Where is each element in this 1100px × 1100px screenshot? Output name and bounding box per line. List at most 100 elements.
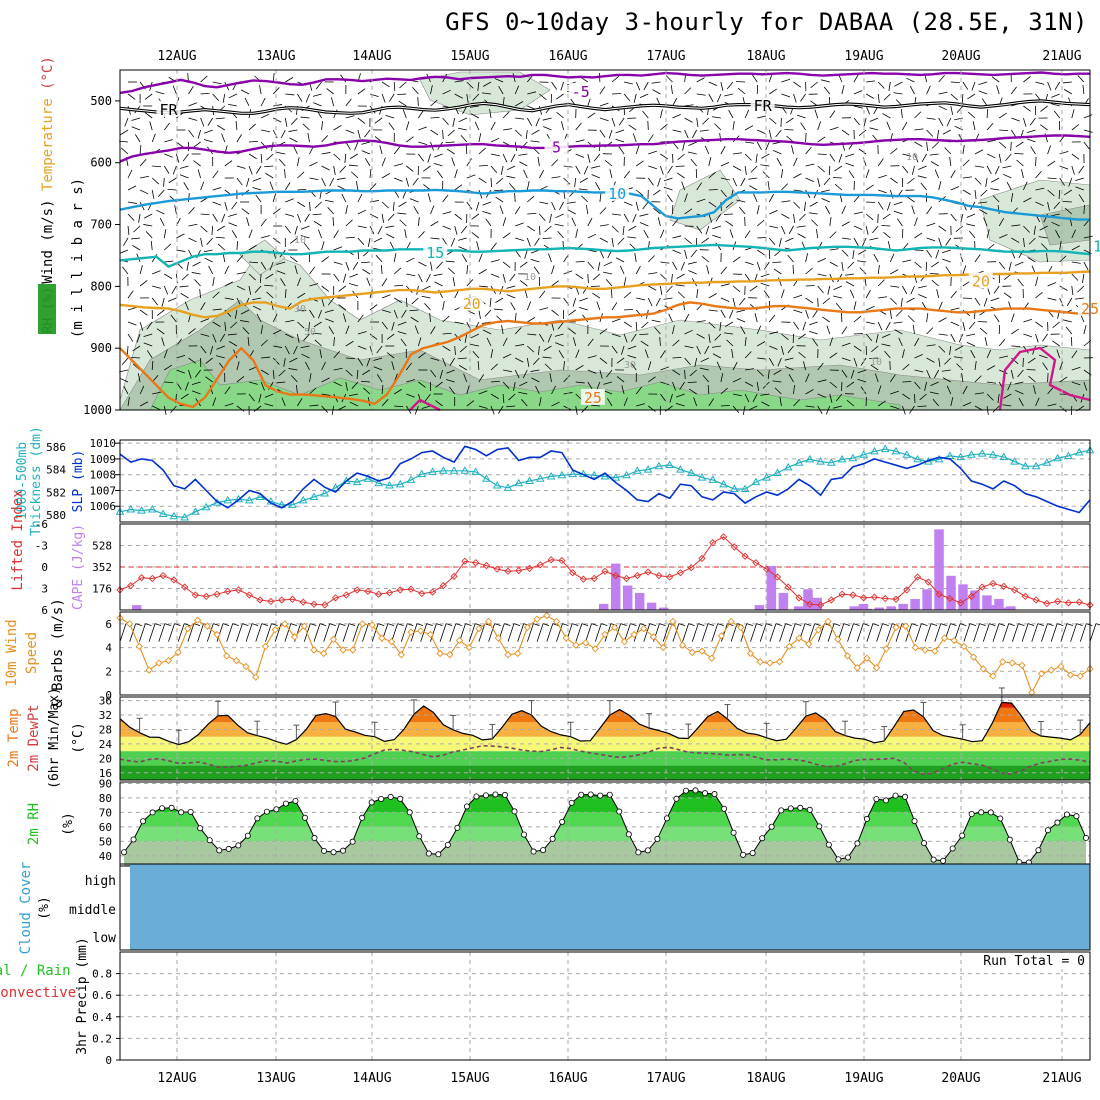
wind-barb — [615, 257, 625, 263]
wind10m-barb — [310, 623, 317, 627]
wind10m-barb — [601, 623, 608, 627]
wind-barb — [974, 149, 984, 155]
wind10m-barb — [963, 623, 971, 642]
wind10m-barb — [430, 623, 437, 642]
wind-barb — [212, 397, 217, 407]
wind-barb — [555, 93, 564, 100]
wind-barb — [418, 337, 422, 347]
wind-barb — [180, 293, 189, 299]
wind-barb — [248, 165, 253, 175]
wind10m-barb — [517, 623, 525, 642]
wind-barb — [466, 174, 476, 179]
wind-barb — [242, 327, 250, 335]
wind-barb — [660, 350, 666, 359]
wind-barb — [1052, 340, 1060, 347]
wind-barb — [119, 249, 129, 254]
wind10m-barb — [1002, 623, 1010, 642]
wind10m-point — [882, 645, 890, 653]
wind-barb — [252, 305, 262, 311]
wind-barb — [944, 357, 952, 365]
temp2m-ylabel: 2m Temp — [6, 708, 22, 767]
wind-barb — [297, 188, 307, 191]
wind-barb — [776, 157, 782, 167]
wind-barb — [812, 309, 819, 318]
rh2m-point — [597, 792, 604, 799]
wind-barb — [465, 144, 468, 155]
wind10m-point — [164, 656, 173, 665]
wind-barb — [466, 265, 469, 275]
wind-barb — [950, 321, 960, 327]
wind-barb — [720, 309, 726, 318]
wind-barb — [1018, 397, 1024, 407]
wind-barb — [1011, 328, 1019, 335]
wind-barb — [581, 195, 589, 203]
wind-barb — [1023, 105, 1031, 112]
cape-bar — [910, 599, 920, 610]
wind-barb — [781, 225, 786, 235]
lifted-index-point — [601, 567, 609, 575]
wind10m-barb — [643, 623, 651, 642]
date-label-bottom: 20AUG — [941, 1071, 980, 1086]
wind10m-barb — [885, 623, 893, 642]
isotherm-10 — [119, 188, 1090, 221]
thickness-point — [934, 454, 944, 463]
wind-barb — [303, 333, 310, 341]
thickness-point — [1042, 458, 1052, 466]
wind-barb — [548, 253, 552, 263]
wind-barb — [660, 366, 669, 371]
wind-barb — [514, 85, 520, 95]
wind10m-barb — [397, 623, 404, 627]
wind10m-point — [174, 648, 182, 656]
wind-barb — [1010, 86, 1017, 95]
wind-barb — [701, 237, 710, 244]
wind-barb — [549, 213, 552, 223]
wind-barb — [873, 253, 879, 263]
wind-barb — [898, 337, 903, 347]
wind-barb — [345, 381, 348, 391]
rh-tick-label: 50 — [99, 835, 112, 848]
wind-barb — [454, 321, 464, 325]
rh2m-point — [778, 807, 785, 814]
wind-barb — [802, 321, 806, 331]
wind10m-point — [766, 659, 774, 667]
wind-barb — [159, 217, 165, 227]
lifted-index-point — [288, 595, 297, 603]
wind-barb — [212, 333, 217, 343]
wind-barb — [670, 85, 673, 95]
thickness-point — [740, 484, 750, 492]
wind-barb — [1023, 76, 1031, 83]
wind-barb — [611, 75, 620, 83]
wind-barb — [740, 177, 746, 187]
wind-barb — [293, 345, 298, 355]
wind-barb — [841, 237, 851, 240]
wind10m-barb — [1095, 623, 1100, 626]
wind-barb — [663, 177, 673, 182]
wind10m-ylabel-2-part: Speed — [24, 632, 40, 674]
wind10m-barb — [222, 623, 230, 627]
wind-barb — [985, 177, 988, 187]
isotherm-label-bg — [605, 184, 630, 201]
slp-ylabel: SLP (mb) — [71, 450, 86, 513]
wind-barb — [821, 197, 830, 203]
wind-barb — [866, 321, 875, 325]
wind-barb — [193, 160, 201, 167]
rh-tick-label: 70 — [99, 806, 112, 819]
wind-barb — [498, 86, 504, 95]
wind10m-barb — [488, 623, 495, 642]
wind-barb — [1053, 201, 1061, 210]
wind10m-barb — [1037, 623, 1044, 627]
wind-barb — [216, 225, 226, 232]
rh-tick-label: 40 — [99, 850, 112, 863]
wind-barb — [369, 183, 377, 191]
slp-ylabel-part: SLP (mb) — [71, 450, 86, 513]
wind10m-point — [1076, 672, 1084, 680]
wind-barb — [808, 212, 818, 215]
wind-barb — [684, 369, 686, 380]
wind-barb — [946, 117, 952, 127]
wind-barb — [1059, 255, 1067, 263]
wind10m-barb — [624, 623, 631, 642]
wind10m-barb — [827, 623, 835, 642]
thickness-point — [535, 474, 545, 482]
rh2m-point — [635, 849, 642, 856]
rh2m-ylabel: 2m RH — [26, 803, 42, 845]
